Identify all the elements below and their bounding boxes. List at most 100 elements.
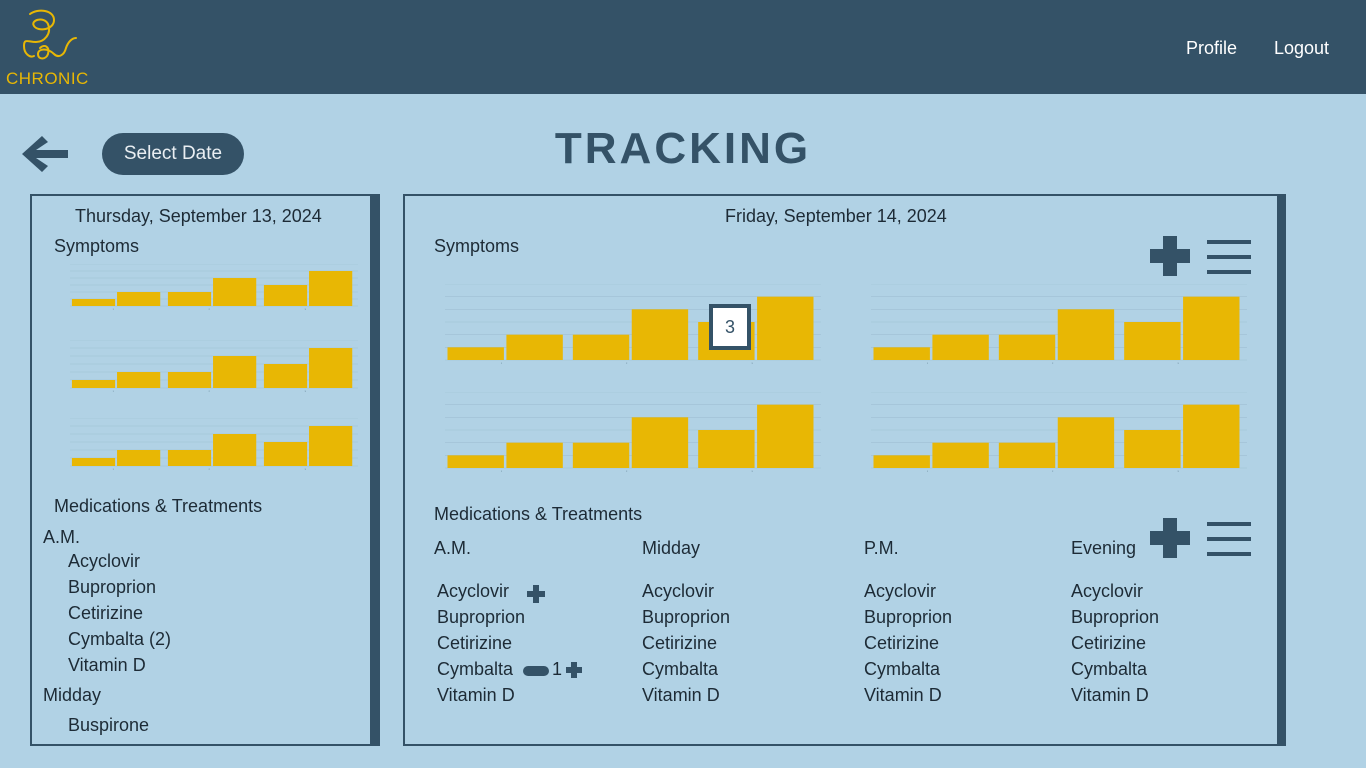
chart-tick-label: 2 [1052,363,1054,364]
select-date-button[interactable]: Select Date [102,133,244,175]
symptoms-menu-icon[interactable] [1207,240,1251,279]
chart-bar [263,285,308,306]
chart-tick-label: 2 [626,471,628,472]
medication-item: Cetirizine [864,633,940,653]
chart-bar [506,442,563,468]
medication-item: Buspirone [68,715,150,735]
chart-tick-label: 1 [927,363,929,364]
medication-item: Buproprion [642,607,731,627]
chart-bar [447,347,504,360]
medication-item: Cetirizine [642,633,718,653]
back-arrow-icon[interactable] [18,130,70,178]
chart-bar [572,442,630,468]
column-header-evening: Evening [1071,538,1137,558]
add-medication-icon[interactable] [1150,518,1190,563]
chart-bar [1124,430,1181,468]
symptom-chart: 1 2 3 [871,392,1247,472]
chart-bar [213,356,257,388]
chart-tick-label: 3 [752,471,754,472]
chart-tick-label: 3 [305,391,307,392]
chart-bar [631,417,689,468]
chart-bar [631,309,689,360]
med-group-label: Midday [43,685,102,705]
med-group-label: A.M. [43,527,81,547]
chart-bar [309,271,353,306]
chart-bar [309,348,353,388]
chart-bar [757,296,814,360]
chart-bar [572,334,630,360]
column-header-am: A.M. [434,538,472,558]
chart-tick-label: 1 [113,309,115,310]
chart-bar [873,347,930,360]
current-day-date: Friday, September 14, 2024 [725,206,947,226]
medication-item: Vitamin D [437,685,515,705]
decrease-dose-icon[interactable] [523,662,549,680]
chart-bar [71,458,116,466]
medication-item: Acyclovir [437,581,510,601]
medication-item: Cymbalta [864,659,941,679]
chart-bar [998,334,1056,360]
add-dose-icon[interactable] [527,585,545,608]
chart-bar [1183,404,1240,468]
dose-count: 1 [552,659,563,679]
chart-bar [167,450,212,466]
medication-item: Acyclovir [1071,581,1144,601]
column-header-pm: P.M. [864,538,899,558]
chart-tick-label: 2 [209,469,211,470]
chart-tick-label: 1 [927,471,929,472]
add-symptom-icon[interactable] [1150,236,1190,281]
chart-tick-label: 3 [305,469,307,470]
chart-tick-label: 3 [752,363,754,364]
chart-bar [167,292,212,306]
medications-label: Medications & Treatments [54,496,263,516]
medication-item: Vitamin D [864,685,942,705]
logout-link[interactable]: Logout [1274,38,1330,58]
medication-item: Buproprion [864,607,953,627]
chart-bar [932,442,989,468]
medication-item: Acyclovir [68,551,141,571]
chart-bar [1183,296,1240,360]
chart-bar [71,380,116,388]
symptom-chart: 1 2 3 [445,392,821,472]
symptom-chart: 1 2 3 [70,418,358,470]
chart-bar [213,278,257,306]
column-header-midday: Midday [642,538,701,558]
symptoms-label: Symptoms [434,236,520,256]
logo[interactable]: CHRONIC [6,8,98,90]
chart-bar [1124,322,1181,360]
chart-bar [757,404,814,468]
profile-link[interactable]: Profile [1186,38,1238,58]
chart-tick-label: 3 [1178,363,1180,364]
page-title: TRACKING [554,124,812,173]
medication-item: Vitamin D [68,655,146,675]
logo-icon [22,9,77,60]
chart-tick-label: 1 [113,469,115,470]
increase-dose-icon[interactable] [566,662,582,683]
medications-menu-icon[interactable] [1207,522,1251,561]
chart-bar [117,372,161,388]
logo-text: CHRONIC [6,69,89,88]
chart-bar [117,450,161,466]
symptoms-label: Symptoms [54,236,140,256]
medication-item: Cymbalta (2) [68,629,172,649]
medication-item: Cetirizine [437,633,513,653]
medication-item: Vitamin D [642,685,720,705]
chart-bar [873,455,930,468]
medication-item: Acyclovir [642,581,715,601]
chart-tick-label: 3 [305,309,307,310]
medication-item: Acyclovir [864,581,937,601]
chart-tick-label: 2 [209,309,211,310]
medication-item: Cymbalta [642,659,719,679]
symptom-chart: 1 2 3 [70,340,358,392]
chart-bar [213,434,257,466]
medication-item: Vitamin D [1071,685,1149,705]
chart-tick-label: 3 [1178,471,1180,472]
chart-tick-label: 1 [501,471,503,472]
medication-item: Cetirizine [1071,633,1147,653]
chart-bar [117,292,161,306]
symptom-chart: 1 2 3 [445,284,821,364]
chart-tick-label: 2 [1052,471,1054,472]
chart-tick-label: 1 [113,391,115,392]
previous-day-date: Thursday, September 13, 2024 [75,206,322,226]
